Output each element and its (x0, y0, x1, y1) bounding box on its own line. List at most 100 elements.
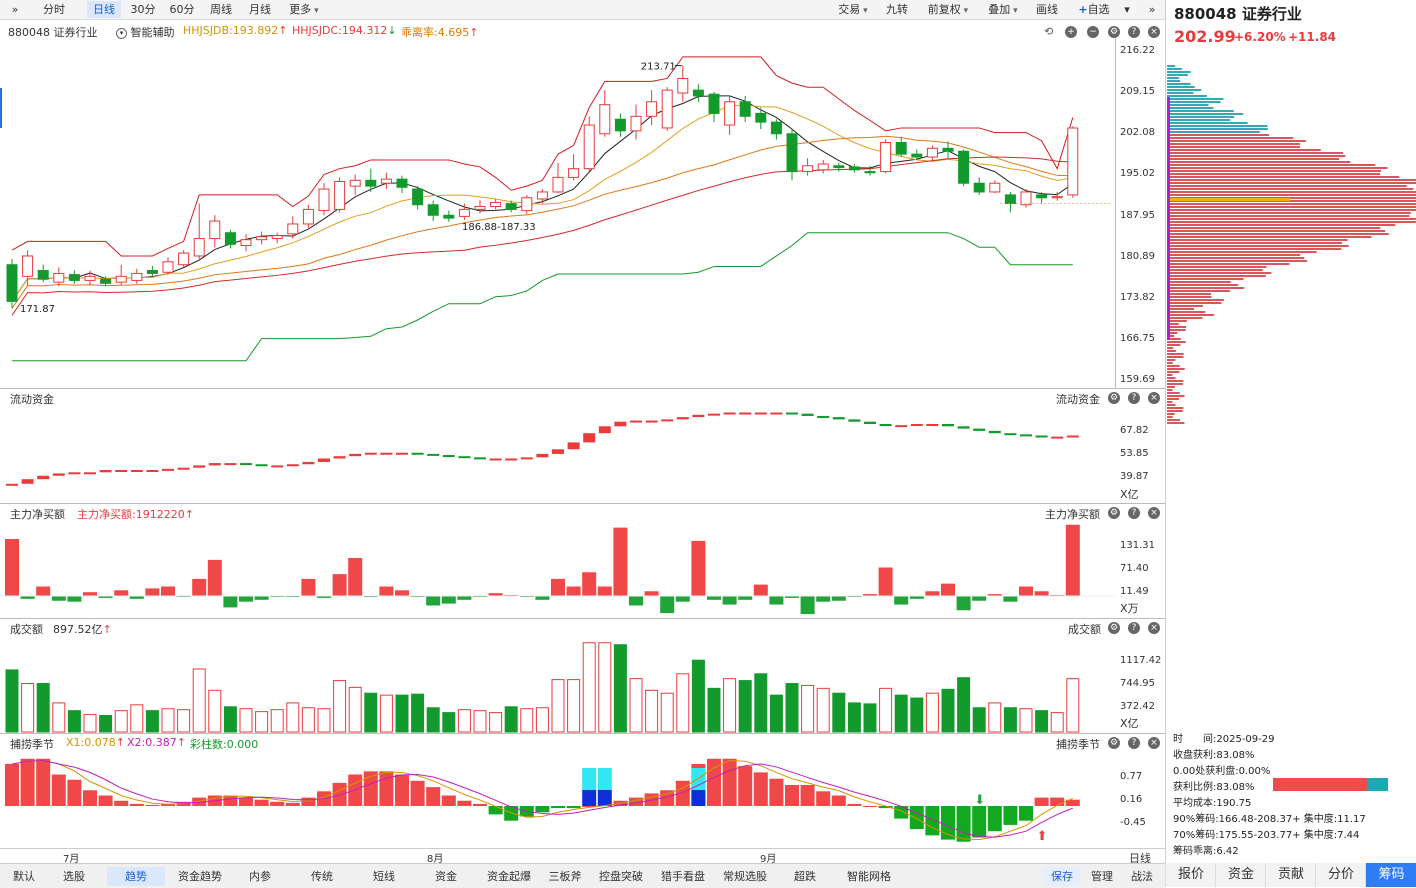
flow-bar (115, 470, 128, 472)
tab-traditional[interactable]: 传统 (311, 870, 333, 883)
zoom-in-icon[interactable]: + (1065, 26, 1077, 38)
arrow-up-icon: ↑ (102, 623, 112, 636)
tab-quote[interactable]: 报价 (1165, 863, 1216, 887)
settings-icon[interactable]: ⚙ (1108, 622, 1120, 634)
chip-row (1167, 242, 1342, 244)
tab-short-term[interactable]: 短线 (373, 870, 395, 883)
chip-row (1167, 98, 1224, 100)
chip-row (1167, 266, 1267, 268)
settings-icon[interactable]: ⚙ (1108, 392, 1120, 404)
net-bar (301, 578, 316, 596)
chip-row (1167, 179, 1416, 181)
settings-icon[interactable]: ⚙ (1108, 507, 1120, 519)
tab-trend[interactable]: 趋势 (107, 867, 165, 886)
collapse-icon[interactable]: » (11, 3, 19, 16)
tab-30min[interactable]: 30分 (130, 3, 156, 16)
smart-assist-toggle[interactable]: ▾ 智能辅助 (116, 24, 175, 40)
tab-oversold[interactable]: 超跌 (794, 870, 816, 883)
season-bar (785, 785, 799, 806)
settings-icon[interactable]: ⚙ (1108, 26, 1120, 38)
flow-bar (848, 419, 861, 422)
season-x2: X2:0.387↑ (127, 736, 186, 749)
strategy-button[interactable]: 战法 (1131, 870, 1153, 883)
candle-body (380, 178, 392, 184)
season-bar (1003, 806, 1018, 825)
adjust-menu[interactable]: 前复权 (920, 1, 976, 18)
chip-row (1167, 80, 1181, 82)
tab-fund-burst[interactable]: 资金起爆 (487, 870, 531, 883)
net-bar (488, 593, 503, 596)
close-icon[interactable]: × (1148, 507, 1160, 519)
tab-hunter[interactable]: 猎手看盘 (661, 870, 705, 883)
tab-60min[interactable]: 60分 (169, 3, 195, 16)
turnover-bar (738, 680, 752, 733)
candlestick-chart[interactable]: 213.71 171.87 186.88-187.33 (0, 38, 1115, 388)
zoom-out-icon[interactable]: − (1087, 26, 1099, 38)
turnover-bar (473, 710, 487, 733)
season-cyan-bar (691, 768, 706, 790)
tab-weekly[interactable]: 周线 (210, 3, 232, 16)
chip-row (1167, 260, 1307, 262)
chip-row (1167, 227, 1381, 229)
candle-body (973, 182, 985, 193)
tab-smart-grid[interactable]: 智能网格 (847, 870, 891, 883)
flow-bar (786, 412, 798, 415)
save-button[interactable]: 保存 (1044, 867, 1080, 886)
x-month-label: 9月 (760, 854, 777, 865)
chevron-down-icon[interactable]: ▾ (1124, 3, 1130, 16)
tab-contribution[interactable]: 贡献 (1265, 863, 1316, 887)
vol-y-label: 1117.42 (1120, 655, 1162, 666)
help-icon[interactable]: ? (1128, 392, 1140, 404)
net-bar (1065, 524, 1080, 596)
net-bar (20, 596, 35, 599)
close-icon[interactable]: × (1148, 622, 1160, 634)
flow-bar (567, 442, 580, 450)
tab-control-break[interactable]: 控盘突破 (599, 870, 643, 883)
tab-three-axes[interactable]: 三板斧 (548, 870, 582, 883)
settings-icon[interactable]: ⚙ (1108, 737, 1120, 749)
help-icon[interactable]: ? (1128, 26, 1140, 38)
tab-fund-trend[interactable]: 资金趋势 (178, 870, 222, 883)
turnover-bar (613, 644, 627, 733)
tab-regular-pick[interactable]: 常规选股 (723, 870, 767, 883)
close-icon[interactable]: × (1148, 26, 1160, 38)
trade-menu[interactable]: 交易 (830, 1, 876, 18)
refresh-icon[interactable]: ⟲ (1044, 25, 1054, 38)
help-icon[interactable]: ? (1128, 622, 1140, 634)
flow-bar (973, 428, 986, 431)
main-y-label: 216.22 (1120, 45, 1155, 56)
tab-price-distribution[interactable]: 分价 (1315, 863, 1366, 887)
main-y-label: 166.75 (1120, 332, 1155, 344)
season-bar (129, 803, 144, 806)
overlay-menu[interactable]: 叠加 (980, 1, 1026, 18)
more-menu[interactable]: 更多 (282, 1, 326, 18)
tab-stock-pick[interactable]: 选股 (63, 870, 85, 883)
help-icon[interactable]: ? (1128, 507, 1140, 519)
draw-button[interactable]: 画线 (1036, 3, 1058, 16)
manage-button[interactable]: 管理 (1091, 870, 1113, 883)
flow-bar (505, 458, 518, 461)
season-bar (285, 802, 300, 806)
jiuzhuan-button[interactable]: 九转 (886, 3, 908, 16)
candle-body (942, 147, 954, 152)
candle-body (334, 180, 346, 210)
turnover-bar (925, 692, 939, 733)
tab-monthly[interactable]: 月线 (249, 3, 271, 16)
tab-fenshi[interactable]: 分时 (43, 3, 65, 16)
tab-insider[interactable]: 内参 (249, 870, 271, 883)
net-bar (1003, 596, 1018, 602)
watchlist-button[interactable]: +自选 (1078, 3, 1110, 16)
right-stock-title: 880048 证券行业 (1174, 5, 1302, 23)
tab-fund[interactable]: 资金 (435, 870, 457, 883)
candle-body (193, 238, 205, 257)
close-icon[interactable]: × (1148, 737, 1160, 749)
tab-funds[interactable]: 资金 (1215, 863, 1266, 887)
candle-body (755, 112, 767, 123)
net-bar (161, 586, 175, 596)
tab-default[interactable]: 默认 (13, 870, 35, 883)
tab-chips[interactable]: 筹码 (1365, 863, 1416, 887)
expand-icon[interactable]: » (1148, 3, 1156, 16)
tab-daily[interactable]: 日线 (87, 1, 121, 18)
help-icon[interactable]: ? (1128, 737, 1140, 749)
close-icon[interactable]: × (1148, 392, 1160, 404)
